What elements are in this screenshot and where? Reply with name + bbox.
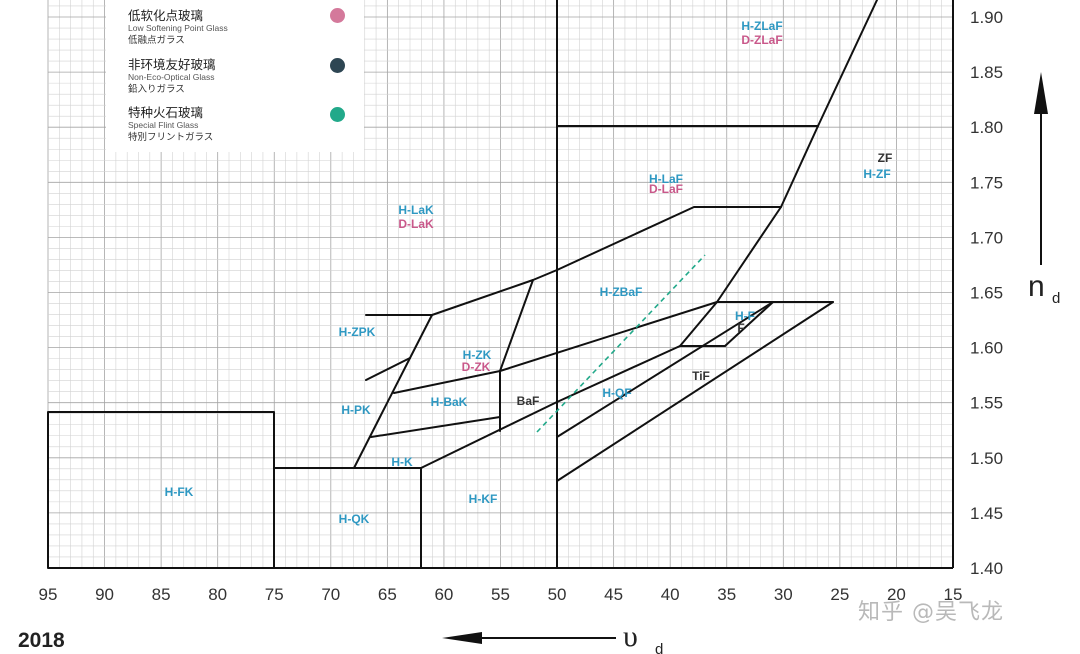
region-label-h-zf: H-ZF [863,167,890,181]
x-axis-subscript: d [655,641,663,654]
region-label-h-zpk: H-ZPK [339,325,376,339]
axis-frame [48,0,954,569]
region-label-baf: BaF [517,394,540,408]
nd-axis-arrow: n d [1028,72,1060,307]
boundary-pk-bak [370,416,501,438]
region-label-tif: TiF [692,369,710,383]
boundary-f-box [724,301,774,347]
x-axis-tick-labels: 95 90 85 80 75 70 65 60 55 50 45 40 35 30 25 20 15 [39,585,963,604]
region-label-d-zlaf: D-ZLaF [741,33,782,47]
legend: 低软化点玻璃 Low Softening Point Glass 低融点ガラス … [106,0,364,152]
region-label-d-zk: D-ZK [462,360,491,374]
x-tick-label: 25 [830,585,849,604]
region-label-h-qf: H-QF [602,386,631,400]
legend-zh: 非环境友好玻璃 [128,57,216,72]
x-tick-label: 95 [39,585,58,604]
boundary-flint-main [716,0,878,303]
special-flint-dashed-line [536,254,706,433]
x-tick-label: 75 [265,585,284,604]
region-label-h-kf: H-KF [469,492,498,506]
region-label-h-f: H-F [735,309,755,323]
region-label-zf: ZF [878,151,893,165]
legend-en: Non-Eco-Optical Glass [128,72,215,82]
y-tick-label: 1.65 [970,284,1003,303]
region-label-h-pk: H-PK [341,403,371,417]
y-axis-symbol: n [1028,270,1045,303]
legend-item-low-softening: 低软化点玻璃 Low Softening Point Glass 低融点ガラス [128,8,228,47]
y-tick-label: 1.55 [970,394,1003,413]
legend-jp: 低融点ガラス [128,35,185,46]
y-tick-label: 1.40 [970,559,1003,578]
legend-item-special-flint: 特种火石玻璃 Special Flint Glass 特別フリントガラス [128,105,213,144]
x-tick-label: 85 [152,585,171,604]
legend-en: Special Flint Glass [128,120,199,130]
vd-axis-arrow: υ d [442,620,663,654]
region-label-h-laf: H-LaF [649,172,683,186]
watermark: 知乎 @吴飞龙 [858,600,1004,625]
region-label-h-qk: H-QK [339,512,370,526]
legend-dot-pink [330,8,345,23]
boundary-laf-zbaf [431,206,782,316]
x-tick-label: 15 [944,585,963,604]
y-axis-subscript: d [1052,290,1060,307]
region-label-h-fk: H-FK [165,485,194,499]
region-label-h-zlaf: H-ZLaF [741,19,782,33]
boundary-k [353,345,726,469]
region-label-f: F [737,321,744,335]
x-tick-label: 55 [491,585,510,604]
glass-region-boundaries [47,0,878,569]
legend-jp: 鉛入りガラス [128,84,185,95]
boundary-qk [273,467,422,569]
x-tick-label: 45 [604,585,623,604]
y-tick-label: 1.80 [970,118,1003,137]
region-label-h-bak: H-BaK [431,395,468,409]
x-tick-label: 65 [378,585,397,604]
region-label-h-zk: H-ZK [463,348,492,362]
y-tick-label: 1.70 [970,228,1003,247]
region-label-h-lak: H-LaK [398,203,434,217]
legend-zh: 特种火石玻璃 [128,105,204,120]
y-tick-label: 1.50 [970,449,1003,468]
x-tick-label: 35 [717,585,736,604]
boundary-zk-baf [499,279,534,432]
region-label-d-lak: D-LaK [398,217,434,231]
legend-zh: 低软化点玻璃 [128,8,204,23]
legend-dot-dark [330,58,345,73]
boundary-zpk-inner [365,357,411,381]
legend-dot-green [330,107,345,122]
x-tick-label: 80 [208,585,227,604]
region-label-h-zbaf: H-ZBaF [600,285,643,299]
boundary-tif [556,301,774,438]
y-tick-label: 1.60 [970,339,1003,358]
x-tick-label: 30 [774,585,793,604]
y-tick-label: 1.90 [970,8,1003,27]
legend-item-non-eco: 非环境友好玻璃 Non-Eco-Optical Glass 鉛入りガラス [128,57,216,96]
y-tick-label: 1.75 [970,173,1003,192]
boundary-qf [556,301,834,482]
x-tick-label: 90 [95,585,114,604]
legend-en: Low Softening Point Glass [128,23,228,33]
x-tick-label: 50 [548,585,567,604]
y-tick-label: 1.85 [970,63,1003,82]
legend-jp: 特別フリントガラス [128,132,214,143]
region-label-h-k: H-K [391,455,413,469]
x-axis-symbol: υ [623,620,638,653]
boundary-f-inner [679,301,718,347]
x-tick-label: 40 [661,585,680,604]
y-axis-tick-labels: 1.90 1.85 1.80 1.75 1.70 1.65 1.60 1.55 1.50 1.45… [970,8,1003,578]
y-tick-label: 1.45 [970,504,1003,523]
boundary-zk-bak [393,370,501,394]
x-tick-label: 60 [434,585,453,604]
region-label-d-laf: D-LaF [649,182,683,196]
x-tick-label: 70 [321,585,340,604]
year-label: 2018 [18,629,65,652]
x-tick-label: 20 [887,585,906,604]
